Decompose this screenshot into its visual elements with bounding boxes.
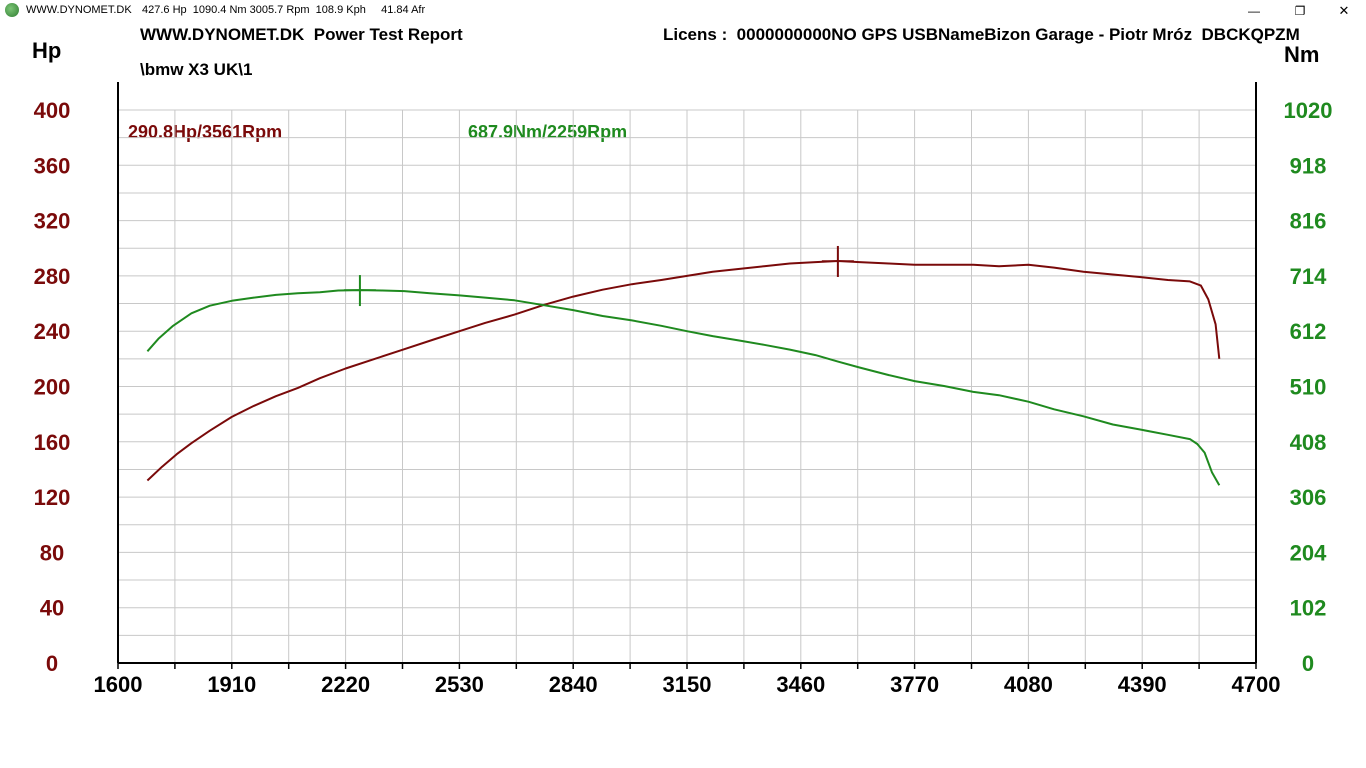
right-y-tick-label: 510 xyxy=(1290,375,1327,400)
left-y-tick-label: 80 xyxy=(40,540,64,565)
app-logo-icon xyxy=(5,3,19,17)
window-title: WWW.DYNOMET.DK xyxy=(26,4,132,16)
right-axis-unit: Nm xyxy=(1284,42,1320,67)
right-y-tick-label: 1020 xyxy=(1284,98,1333,123)
x-tick-label: 4080 xyxy=(1004,672,1053,697)
run-path: \bmw X3 UK\1 xyxy=(140,60,253,79)
restore-button[interactable]: ❐ xyxy=(1294,4,1306,18)
left-y-tick-label: 120 xyxy=(34,485,71,510)
right-y-tick-label: 204 xyxy=(1290,540,1327,565)
live-readout: 427.6 Hp 1090.4 Nm 3005.7 Rpm 108.9 Kph … xyxy=(142,4,426,16)
window-titlebar: WWW.DYNOMET.DK 427.6 Hp 1090.4 Nm 3005.7… xyxy=(0,0,1366,22)
left-y-tick-label: 200 xyxy=(34,375,71,400)
x-tick-label: 2530 xyxy=(435,672,484,697)
close-button[interactable]: ✕ xyxy=(1338,3,1350,18)
right-y-tick-label: 408 xyxy=(1290,430,1327,455)
left-y-tick-label: 0 xyxy=(46,651,58,676)
power-curve xyxy=(146,260,1221,482)
x-tick-label: 4700 xyxy=(1232,672,1281,697)
left-y-tick-label: 320 xyxy=(34,209,71,234)
x-tick-label: 2220 xyxy=(321,672,370,697)
left-y-tick-label: 400 xyxy=(34,98,71,123)
right-y-tick-label: 612 xyxy=(1290,319,1327,344)
right-y-tick-label: 714 xyxy=(1290,264,1327,289)
x-tick-label: 4390 xyxy=(1118,672,1167,697)
left-y-tick-label: 280 xyxy=(34,264,71,289)
right-y-tick-label: 918 xyxy=(1290,153,1327,178)
power-peak-label: 290.8Hp/3561Rpm xyxy=(128,122,283,142)
x-tick-label: 3150 xyxy=(663,672,712,697)
x-tick-label: 2840 xyxy=(549,672,598,697)
torque-curve xyxy=(146,289,1221,486)
minimize-button[interactable]: — xyxy=(1248,4,1260,18)
right-y-tick-label: 0 xyxy=(1302,651,1314,676)
left-axis-unit: Hp xyxy=(32,38,62,63)
x-tick-label: 1910 xyxy=(207,672,256,697)
left-y-tick-label: 240 xyxy=(34,319,71,344)
left-y-tick-label: 360 xyxy=(34,153,71,178)
report-title: WWW.DYNOMET.DK Power Test Report xyxy=(140,25,463,44)
right-y-tick-label: 102 xyxy=(1290,596,1327,621)
torque-peak-label: 687.9Nm/2259Rpm xyxy=(468,122,628,142)
x-tick-label: 3770 xyxy=(890,672,939,697)
x-tick-label: 1600 xyxy=(94,672,143,697)
x-tick-label: 3460 xyxy=(776,672,825,697)
right-y-tick-label: 306 xyxy=(1290,485,1327,510)
license-info: Licens : 0000000000NO GPS USBNameBizon G… xyxy=(663,25,1300,44)
left-y-tick-label: 40 xyxy=(40,596,64,621)
right-y-tick-label: 816 xyxy=(1290,209,1327,234)
left-y-tick-label: 160 xyxy=(34,430,71,455)
